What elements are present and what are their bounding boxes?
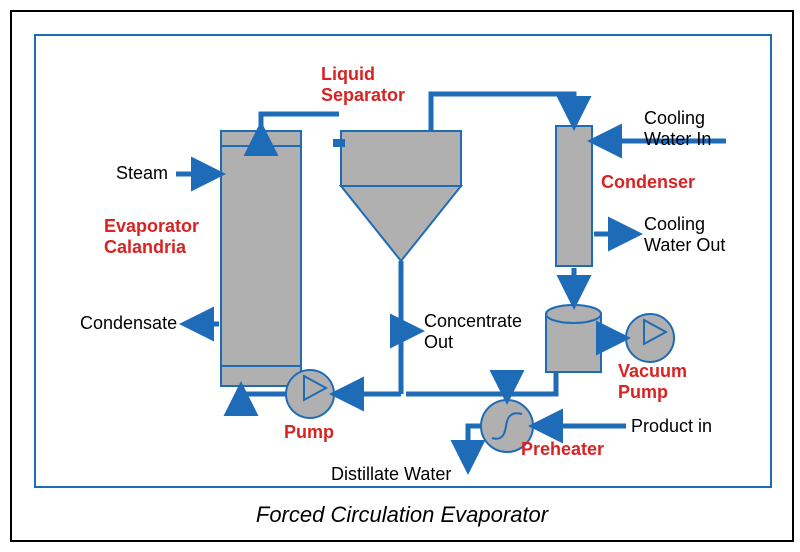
liquid-separator-body bbox=[341, 131, 461, 186]
liquid-separator-funnel bbox=[341, 186, 461, 261]
condenser-label: Condenser bbox=[601, 172, 695, 193]
evaporator-label: EvaporatorCalandria bbox=[104, 216, 199, 257]
cooling-in-label: CoolingWater In bbox=[644, 108, 711, 149]
condensate-label: Condensate bbox=[80, 313, 177, 334]
condenser bbox=[556, 126, 592, 266]
diagram-inner-frame: EvaporatorCalandria LiquidSeparator Cond… bbox=[34, 34, 772, 488]
diagram-outer-frame: EvaporatorCalandria LiquidSeparator Cond… bbox=[10, 10, 794, 542]
cooling-out-label: CoolingWater Out bbox=[644, 214, 725, 255]
distillate-label: Distillate Water bbox=[331, 464, 451, 485]
vacuum-pump-label: VacuumPump bbox=[618, 361, 687, 402]
product-in-label: Product in bbox=[631, 416, 712, 437]
diagram-caption: Forced Circulation Evaporator bbox=[12, 502, 792, 528]
evaporator-calandria bbox=[221, 131, 301, 386]
pump-label: Pump bbox=[284, 422, 334, 443]
steam-label: Steam bbox=[116, 163, 168, 184]
liquid-separator-label: LiquidSeparator bbox=[321, 64, 405, 105]
vacuum-tank-top bbox=[546, 305, 601, 323]
concentrate-label: ConcentrateOut bbox=[424, 311, 522, 352]
preheater-label: Preheater bbox=[521, 439, 604, 460]
